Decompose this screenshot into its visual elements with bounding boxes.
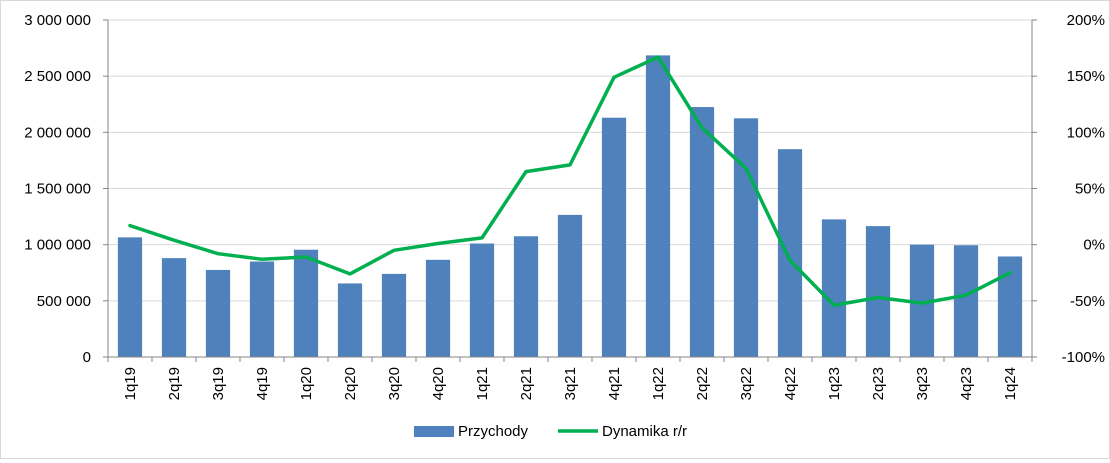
x-tick-label: 3q20 bbox=[386, 367, 403, 400]
right-axis-tick-label: 200% bbox=[1067, 12, 1105, 29]
x-tick-label: 1q20 bbox=[298, 367, 315, 400]
left-axis-labels: 0 500 000 1 000 000 1 500 000 2 000 000 2 500… bbox=[24, 12, 91, 366]
right-axis-tick-label: 100% bbox=[1067, 124, 1105, 141]
bar-1q22 bbox=[646, 55, 670, 357]
x-tick-label: 4q19 bbox=[254, 367, 271, 400]
x-tick-label: 4q20 bbox=[430, 367, 447, 400]
legend-label-przychody: Przychody bbox=[458, 423, 529, 440]
right-axis-tick-label: 0% bbox=[1083, 237, 1105, 254]
legend: Przychody Dynamika r/r bbox=[414, 423, 687, 440]
bar-series bbox=[118, 55, 1022, 357]
bar-1q23 bbox=[822, 219, 846, 357]
bar-1q21 bbox=[470, 244, 494, 357]
left-axis-tick-label: 1 500 000 bbox=[24, 181, 91, 198]
right-axis-tick-label: 50% bbox=[1075, 181, 1105, 198]
x-tick-label: 4q23 bbox=[958, 367, 975, 400]
left-axis-tick-label: 1 000 000 bbox=[24, 237, 91, 254]
x-tick-label: 1q23 bbox=[826, 367, 843, 400]
x-tick-label: 1q24 bbox=[1002, 367, 1019, 400]
legend-label-dynamika: Dynamika r/r bbox=[602, 423, 687, 440]
x-tick-label: 3q19 bbox=[210, 367, 227, 400]
x-tick-label: 2q23 bbox=[870, 367, 887, 400]
x-tick-label: 2q22 bbox=[694, 367, 711, 400]
bar-3q20 bbox=[382, 274, 406, 357]
bar-3q21 bbox=[558, 215, 582, 357]
left-axis-tick-label: 3 000 000 bbox=[24, 12, 91, 29]
right-axis-labels: -100% -50% 0% 50% 100% 150% 200% bbox=[1062, 12, 1105, 366]
bar-4q20 bbox=[426, 260, 450, 357]
x-tick-label: 3q23 bbox=[914, 367, 931, 400]
bar-1q19 bbox=[118, 237, 142, 357]
bar-3q19 bbox=[206, 270, 230, 357]
legend-swatch-przychody bbox=[414, 426, 454, 437]
x-tick-label: 1q19 bbox=[122, 367, 139, 400]
right-axis-tick-label: -50% bbox=[1070, 293, 1105, 310]
bar-2q22 bbox=[690, 107, 714, 357]
left-axis-tick-label: 2 000 000 bbox=[24, 124, 91, 141]
left-axis-tick-label: 2 500 000 bbox=[24, 68, 91, 85]
x-tick-label: 1q21 bbox=[474, 367, 491, 400]
x-tick-label: 3q22 bbox=[738, 367, 755, 400]
left-axis-tick-label: 0 bbox=[83, 349, 91, 366]
x-tick-label: 4q21 bbox=[606, 367, 623, 400]
bar-2q20 bbox=[338, 283, 362, 357]
left-axis-tick-label: 500 000 bbox=[37, 293, 91, 310]
bar-2q19 bbox=[162, 258, 186, 357]
x-tick-label: 2q19 bbox=[166, 367, 183, 400]
bar-4q19 bbox=[250, 262, 274, 357]
x-axis-labels: 1q19 2q19 3q19 4q19 1q20 2q20 3q20 4q20 1q21 2q21… bbox=[122, 367, 1019, 400]
bar-2q21 bbox=[514, 236, 538, 357]
bar-2q23 bbox=[866, 226, 890, 357]
bar-4q22 bbox=[778, 149, 802, 357]
right-axis-tick-label: -100% bbox=[1062, 349, 1105, 366]
x-tick-label: 4q22 bbox=[782, 367, 799, 400]
x-tick-label: 2q20 bbox=[342, 367, 359, 400]
x-tick-label: 1q22 bbox=[650, 367, 667, 400]
bar-4q23 bbox=[954, 245, 978, 357]
bar-3q22 bbox=[734, 118, 758, 357]
bar-1q20 bbox=[294, 250, 318, 357]
x-tick-label: 2q21 bbox=[518, 367, 535, 400]
bar-4q21 bbox=[602, 118, 626, 357]
x-tick-label: 3q21 bbox=[562, 367, 579, 400]
right-axis-tick-label: 150% bbox=[1067, 68, 1105, 85]
